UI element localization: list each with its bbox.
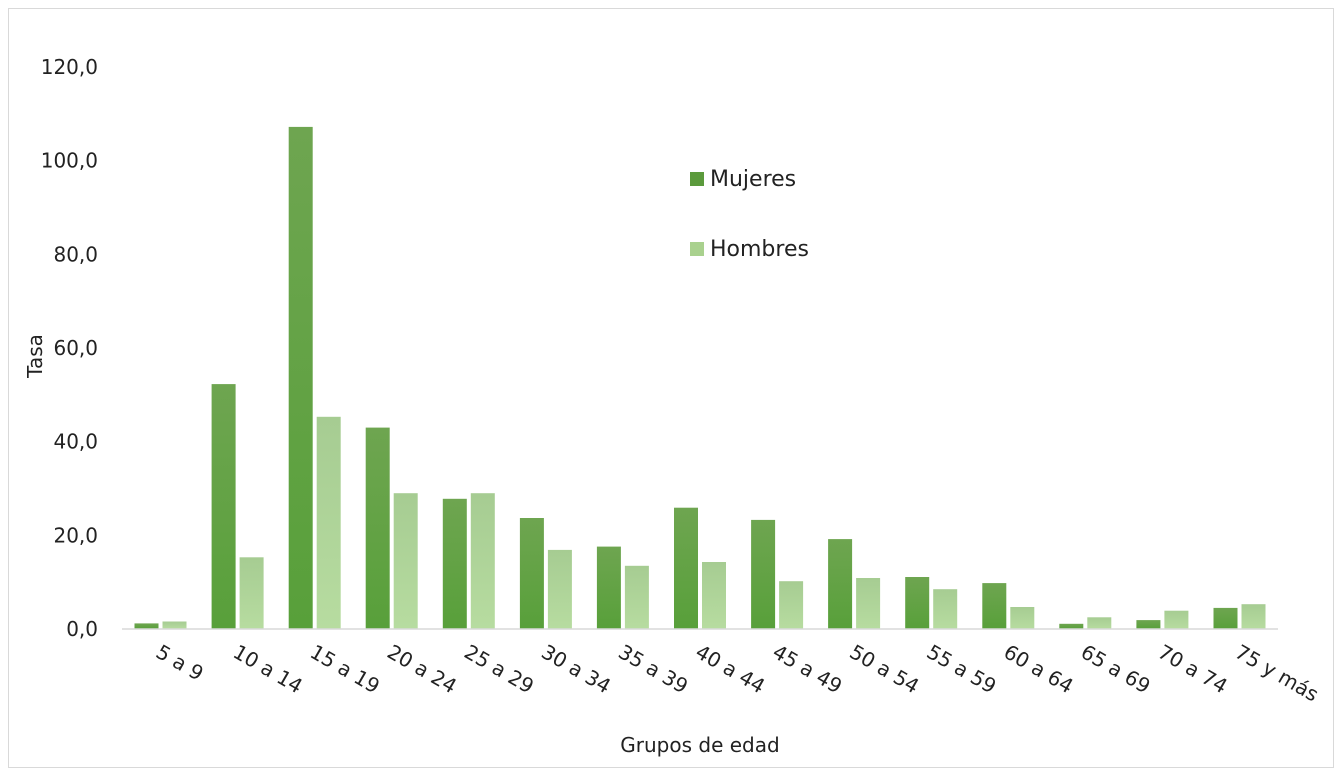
bar-hombres-1 — [239, 557, 264, 629]
bar-hombres-13 — [1164, 610, 1189, 629]
bars-group — [134, 126, 1266, 630]
x-tick-label: 5 a 9 — [152, 640, 208, 686]
legend-label-hombres: Hombres — [710, 237, 809, 262]
bar-hombres-7 — [702, 562, 726, 629]
bar-hombres-11 — [1010, 607, 1035, 629]
x-tick-label: 25 a 29 — [460, 640, 538, 699]
bar-hombres-14 — [1241, 604, 1266, 629]
y-axis-title: Tasa — [23, 334, 47, 379]
x-tick-label: 10 a 14 — [229, 640, 307, 699]
bar-mujeres-14 — [1213, 607, 1238, 629]
x-tick-label: 70 a 74 — [1154, 640, 1232, 699]
x-axis-tick-labels: 5 a 9 10 a 14 15 a 19 20 a 24 25 a 29 30 a 34… — [152, 640, 1323, 707]
y-tick-label: 40,0 — [53, 430, 98, 454]
x-tick-label: 50 a 54 — [846, 640, 924, 699]
bar-mujeres-7 — [674, 507, 698, 629]
bar-mujeres-11 — [982, 583, 1007, 629]
bar-hombres-0 — [162, 621, 187, 629]
bar-mujeres-1 — [211, 384, 236, 629]
x-axis-title: Grupos de edad — [620, 733, 779, 757]
bar-hombres-8 — [779, 581, 804, 629]
x-tick-label: 15 a 19 — [306, 640, 384, 699]
x-tick-label: 40 a 44 — [692, 640, 770, 699]
bar-mujeres-2 — [288, 126, 313, 630]
x-tick-label: 45 a 49 — [769, 640, 847, 699]
x-tick-label: 65 a 69 — [1077, 640, 1155, 699]
bar-hombres-3 — [393, 493, 418, 629]
bar-mujeres-13 — [1136, 620, 1161, 629]
bar-mujeres-12 — [1059, 623, 1084, 629]
bar-hombres-4 — [470, 493, 495, 629]
bar-mujeres-10 — [905, 577, 930, 629]
y-tick-label: 120,0 — [41, 55, 98, 79]
y-tick-label: 60,0 — [53, 336, 98, 360]
x-tick-label: 20 a 24 — [383, 640, 461, 699]
legend: Mujeres Hombres — [690, 167, 809, 262]
x-tick-label: 35 a 39 — [614, 640, 692, 699]
bar-mujeres-8 — [751, 519, 776, 629]
bar-hombres-5 — [547, 549, 572, 629]
y-tick-label: 20,0 — [53, 523, 98, 547]
bar-hombres-10 — [933, 589, 958, 629]
bar-hombres-12 — [1087, 617, 1112, 629]
y-tick-label: 100,0 — [41, 149, 98, 173]
y-tick-label: 0,0 — [66, 617, 98, 641]
legend-swatch-hombres — [690, 242, 704, 256]
x-tick-label: 30 a 34 — [537, 640, 615, 699]
x-tick-label: 55 a 59 — [923, 640, 1001, 699]
x-tick-label: 60 a 64 — [1000, 640, 1078, 699]
y-axis-tick-labels: 0,0 20,0 40,0 60,0 80,0 100,0 120,0 — [41, 55, 98, 641]
legend-swatch-mujeres — [690, 172, 704, 186]
bar-mujeres-6 — [596, 546, 621, 629]
y-tick-label: 80,0 — [53, 242, 98, 266]
bar-mujeres-3 — [365, 427, 390, 629]
bar-mujeres-5 — [519, 518, 544, 629]
bar-hombres-2 — [316, 416, 341, 629]
bar-hombres-6 — [624, 565, 649, 629]
legend-label-mujeres: Mujeres — [710, 167, 796, 192]
x-tick-label: 75 y más — [1231, 640, 1323, 707]
bar-mujeres-0 — [134, 623, 159, 629]
bar-mujeres-9 — [828, 539, 853, 629]
bar-hombres-9 — [856, 578, 881, 629]
bar-mujeres-4 — [442, 498, 467, 629]
